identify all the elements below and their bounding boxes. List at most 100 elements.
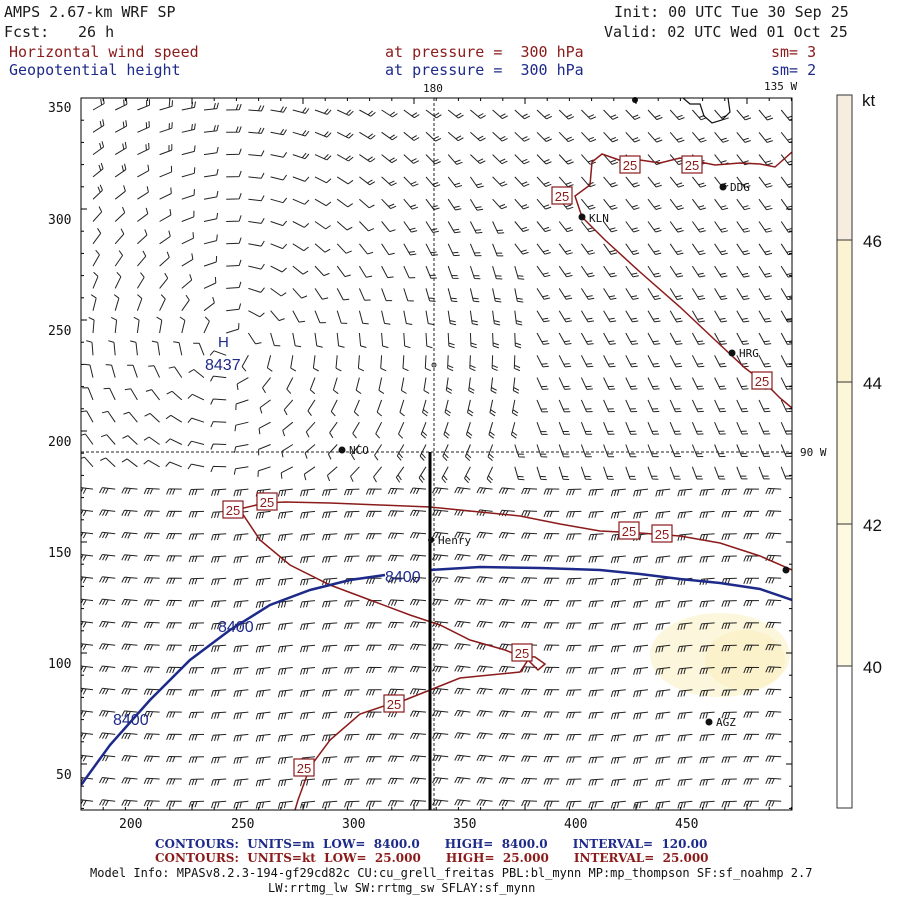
wind-barb [655,510,671,519]
wind-barb [444,399,451,417]
wind-barb [655,577,671,586]
wind-barb [270,174,288,181]
wind-barb [181,167,196,178]
wind-barb [277,800,293,809]
wind-barb [277,577,293,586]
wind-barb [329,421,338,439]
wind-barb [258,444,271,456]
wind-barb [536,466,547,481]
wind-barb [580,399,593,413]
wind-barb [603,399,615,413]
wind-barb [476,687,493,695]
model-title: AMPS 2.67-km WRF SP [4,3,176,21]
wind-barb [124,388,138,401]
wind-barb [314,221,331,230]
wind-barb [758,198,773,211]
footer-model-info-2: LW:rrtmg_lw SW:rrtmg_sw SFLAY:sf_mynn [268,881,536,895]
wind-barb [188,600,205,607]
wind-barb [743,622,760,629]
height-contours [81,565,792,786]
wind-barb [536,154,552,165]
wind-barb [743,800,760,807]
wind-barb [588,644,604,653]
wind-barb [511,399,519,417]
wind-barb [277,711,293,720]
wind-barb [248,263,265,270]
wind-barb [610,510,626,519]
wind-barb [121,665,138,673]
wind-barb [181,189,195,200]
wind-barb [625,176,640,188]
wind-barb [691,466,703,480]
wind-barb [181,253,194,267]
wind-barb [721,667,737,674]
wind-barb [625,109,641,120]
wind-barb [226,193,242,200]
lon-label-90w: 90 W [800,446,827,459]
wind-barb [188,689,205,697]
wind-barb [168,366,183,378]
wind-barb [543,711,560,718]
wind-barb [344,756,360,763]
wind-barb [603,243,618,255]
wind-barb [380,355,387,372]
wind-barb [714,265,728,278]
wind-barb [736,421,749,435]
wind-speed-label: 25 [685,158,699,173]
wind-barb [270,106,287,113]
wind-barb [396,444,405,461]
colorbar-labels: kt 46 44 42 40 [862,91,882,677]
wind-barb [90,294,97,311]
wind-barb [543,644,560,651]
wind-barb [159,187,172,200]
wind-speed-shading [650,613,790,697]
wind-barb [314,108,332,115]
wind-barb [387,577,404,584]
wind-barb [403,243,417,256]
wind-barb [780,131,792,143]
wind-barb [699,555,715,563]
station-dot [705,718,713,726]
wind-barb [233,711,249,720]
wind-barb [108,340,116,356]
footer-model-info: Model Info: MPASv8.2.3-194-gf29cd82c CU:… [90,866,813,880]
wind-barb [344,488,360,496]
wind-barb [780,332,792,345]
wind-barb [691,399,704,413]
wind-barb [498,509,515,517]
wind-barb [99,554,116,561]
wind-barb [100,434,116,445]
wind-barb [603,444,615,458]
wind-barb [270,265,287,273]
station-dot [428,537,434,543]
wind-barb [322,600,338,608]
wind-barb [714,332,727,345]
wind-barb [99,576,116,584]
wind-barb [81,410,94,423]
wind-barb [322,555,338,563]
wind-barb [187,440,205,447]
wind-barb [476,754,493,762]
wind-barb [166,711,182,718]
wind-barb [677,667,693,675]
wind-barb [558,109,575,120]
wind-barb [234,444,249,453]
wind-barb [543,577,560,584]
wind-barb [625,198,640,210]
wind-barb [566,622,582,630]
wind-barb [248,195,265,202]
wind-barb [99,665,116,673]
wind-barb [292,198,310,205]
wind-barb [233,667,249,675]
wind-barb [187,417,205,424]
wind-barb [543,756,560,763]
wind-barb [92,206,103,222]
wind-barb [492,198,508,210]
wind-barb [610,756,626,764]
wind-barb [490,377,497,394]
wind-barb [743,577,760,584]
wind-barb [669,131,685,143]
wind-barb [699,800,715,809]
wind-barb [344,689,360,697]
axis-ticks [80,97,792,810]
